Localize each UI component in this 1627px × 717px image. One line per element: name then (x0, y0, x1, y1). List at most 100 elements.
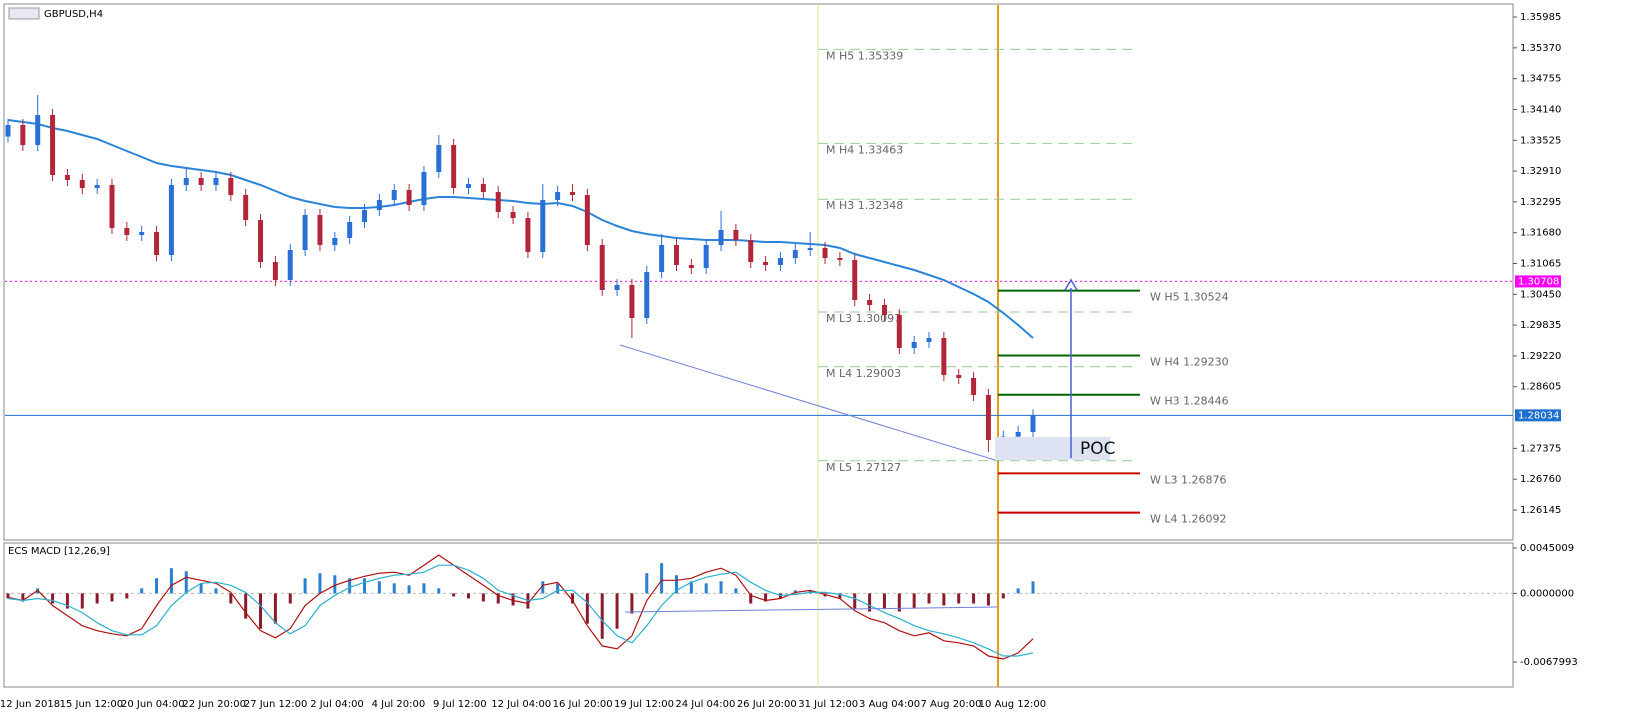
histogram-bar (333, 575, 337, 594)
candle-body (896, 315, 902, 348)
candle-body (376, 199, 382, 211)
histogram-bar (957, 593, 961, 604)
level-label: M L3 1.30097 (826, 312, 901, 325)
histogram-bar (511, 593, 515, 606)
candle-body (688, 265, 694, 269)
candle-body (94, 185, 100, 189)
level-label: W H3 1.28446 (1150, 395, 1229, 408)
candle-body (213, 177, 219, 186)
candle-body (50, 115, 56, 175)
candle-body (510, 212, 516, 219)
histogram-bar (318, 573, 322, 594)
histogram-bar (452, 593, 456, 597)
histogram-bar (51, 593, 55, 604)
macd-panel (3, 542, 1514, 688)
y-tick-label: 0.0045009 (1520, 543, 1574, 554)
histogram-bar (749, 593, 753, 604)
chart-title: GBPUSD,H4 (44, 9, 103, 20)
candle-body (837, 257, 843, 261)
candle-body (317, 215, 323, 246)
candle-body (629, 284, 635, 319)
level-label: W H4 1.29230 (1150, 355, 1229, 368)
candle-body (421, 172, 427, 205)
histogram-bar (169, 568, 173, 594)
histogram-bar (615, 593, 619, 629)
x-tick-label: 24 Jul 04:00 (675, 699, 735, 710)
candle-body (911, 342, 917, 348)
x-tick-label: 22 Jun 20:00 (182, 699, 246, 710)
candle-body (673, 245, 679, 266)
poc-label: POC (1080, 439, 1116, 459)
y-tick-label: -0.0067993 (1520, 657, 1578, 668)
candle-body (79, 179, 85, 189)
candle-body (243, 195, 249, 221)
candle-body (362, 210, 368, 223)
histogram-bar (868, 593, 872, 612)
arrow-head (1064, 278, 1078, 291)
x-tick-label: 12 Jul 04:00 (491, 699, 551, 710)
candle-body (525, 218, 531, 252)
candle-body (555, 192, 561, 200)
trend-line (624, 606, 998, 613)
candle-body (347, 222, 353, 239)
histogram-bar (600, 593, 604, 639)
candle-body (881, 304, 887, 316)
drawings (619, 278, 1110, 613)
histogram-bar (422, 583, 426, 594)
histogram-bar (214, 588, 218, 594)
candle-body (20, 124, 26, 146)
y-tick-label: 1.33525 (1520, 135, 1561, 146)
histogram-bar (140, 588, 144, 594)
macd-line (7, 564, 1034, 657)
histogram-bar (65, 593, 69, 609)
level-label: W H5 1.30524 (1150, 291, 1229, 304)
candle-body (480, 184, 486, 193)
histogram-bar (674, 575, 678, 594)
histogram-bar (229, 593, 233, 604)
candle-body (956, 374, 962, 378)
level-label: M H4 1.33463 (826, 143, 903, 156)
histogram-bar (95, 593, 99, 604)
trend-line (619, 344, 996, 461)
histogram-bar (377, 581, 381, 594)
x-tick-label: 2 Jul 04:00 (310, 699, 364, 710)
histogram-bar (273, 593, 277, 624)
histogram-bar (21, 593, 25, 602)
y-tick-label: 1.34140 (1520, 104, 1561, 115)
x-tick-label: 12 Jun 2018 (0, 699, 60, 710)
candle-body (495, 192, 501, 213)
histogram-bar (719, 581, 723, 594)
y-tick-label: 1.32910 (1520, 166, 1561, 177)
candle-body (718, 229, 724, 246)
histogram-bar (764, 593, 768, 602)
x-tick-label: 7 Aug 20:00 (920, 699, 981, 710)
candle-body (971, 377, 977, 396)
y-tick-label: 1.29220 (1520, 351, 1561, 362)
price-tag-label: 1.28034 (1518, 410, 1559, 421)
candle-body (406, 190, 412, 205)
y-tick-label: 1.27375 (1520, 443, 1561, 454)
candle-body (436, 145, 442, 173)
y-tick-label: 0.0000000 (1520, 588, 1574, 599)
x-tick-label: 20 Jun 04:00 (121, 699, 185, 710)
y-tick-label: 1.31680 (1520, 228, 1561, 239)
histogram-bar (1016, 588, 1020, 594)
histogram-bar (541, 581, 545, 594)
histogram-bar (467, 593, 471, 599)
candle-body (287, 249, 293, 280)
histogram-bar (645, 573, 649, 594)
x-tick-label: 26 Jul 20:00 (737, 699, 797, 710)
price-tag (1515, 409, 1561, 422)
level-label: M H3 1.32348 (826, 199, 903, 212)
candle-body (466, 184, 472, 189)
y-tick-label: 1.35985 (1520, 12, 1561, 23)
histogram-bar (630, 593, 634, 614)
candle-body (703, 245, 709, 269)
candle-body (807, 247, 813, 250)
candle-body (1030, 415, 1036, 432)
candle-body (941, 338, 947, 375)
histogram-bar (184, 571, 188, 594)
candle-body (733, 229, 739, 241)
histogram-bar (125, 593, 129, 599)
